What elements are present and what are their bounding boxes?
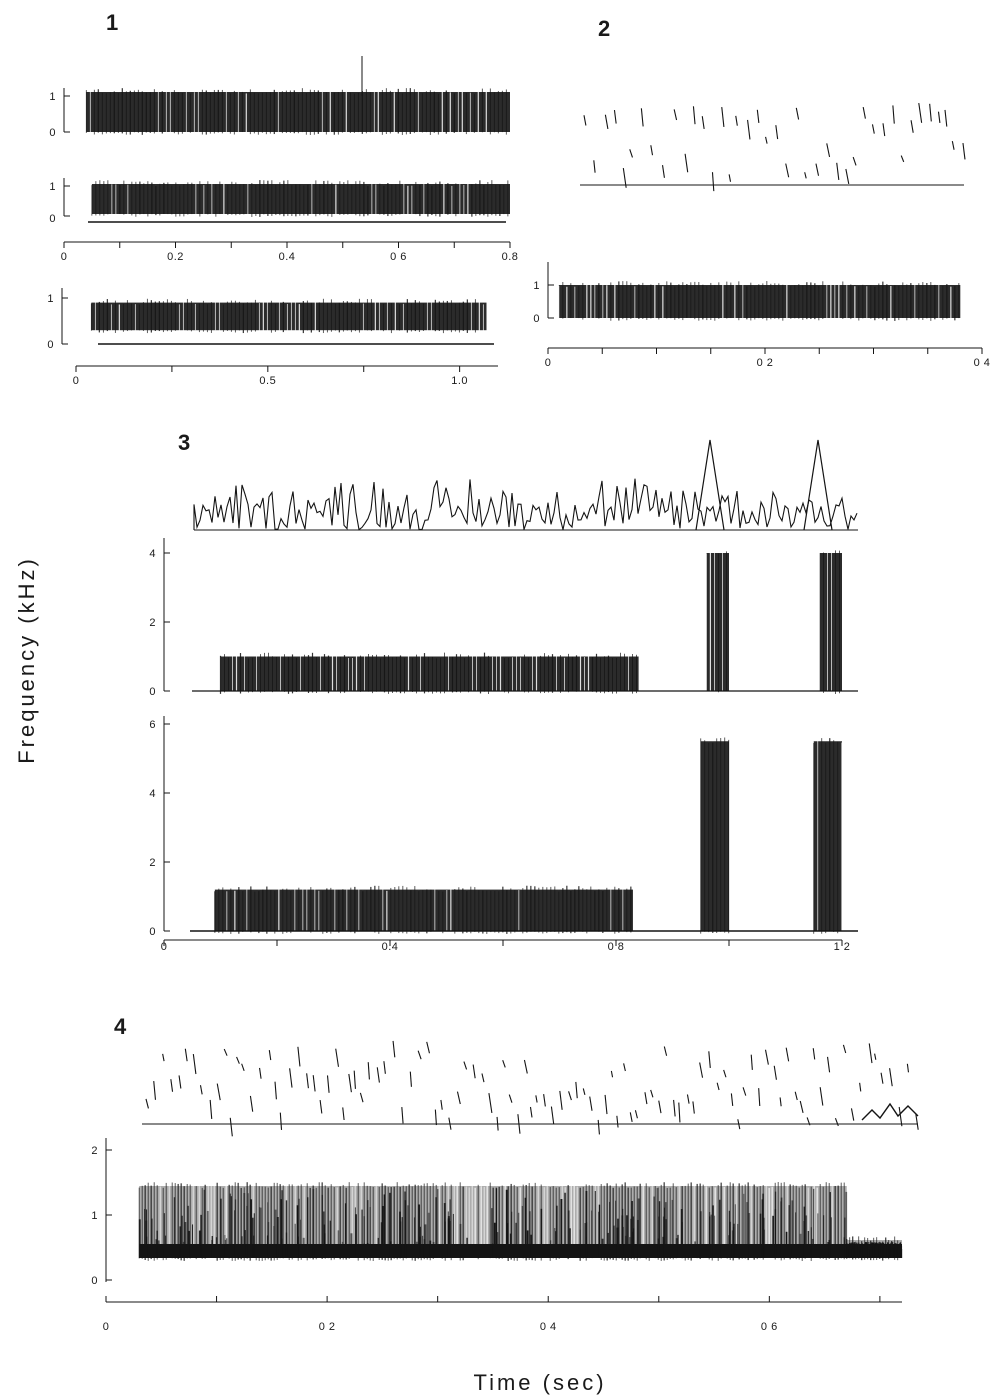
oscillogram-4-tail [861,1102,919,1121]
y-tick-label: 0 [149,926,156,938]
energy-band [558,281,961,321]
energy-band [813,738,843,934]
y-tick-label: 0 [91,1275,98,1287]
x-tick-label: 0.5 [259,375,276,387]
energy-band [85,88,511,135]
panel-label-1: 1 [106,10,118,35]
x-tick-label: 0 2 [319,1321,336,1333]
y-tick-label: 0 [49,127,56,139]
energy-band [846,1236,903,1261]
y-tick-label: 0 [149,686,156,698]
x-tick-label: 0 8 [608,941,625,953]
x-tick-label: 0 6 [390,251,407,263]
spectrogram-6: 0 1 2 0 0 2 0 4 0 6 [91,1138,903,1333]
y-tick-label: 2 [149,857,156,869]
oscillogram-3 [193,439,858,531]
energy-band [219,652,639,694]
x-tick-label: 0.2 [167,251,184,263]
x-tick-label: 0 6 [761,1321,778,1333]
oscillogram-traces [142,56,966,1137]
spectrogram-4: 0 2 4 [149,538,858,698]
energy-band [700,737,730,934]
x-tick-label: 0 [73,375,80,387]
y-tick-label: 0 [533,313,540,325]
x-tick-label: 0.8 [502,251,519,263]
x-tick-label: 0 4 [974,357,991,369]
axes: 0 1 0 0.5 1.0 [47,288,498,387]
energy-band [90,298,487,334]
y-tick-label: 4 [149,548,156,560]
y-tick-label: 6 [149,719,156,731]
panel-label-3: 3 [178,430,190,455]
y-tick-label: 4 [149,788,156,800]
y-tick-label: 1 [49,91,56,103]
spectrogram-1: 0 1 1 0 0 0.2 0.4 0 6 0.8 [49,88,518,263]
x-tick-label: 0.4 [382,941,399,953]
y-tick-label: 1 [91,1210,98,1222]
y-tick-label: 0 [49,213,56,225]
x-tick-label: 0 4 [540,1321,557,1333]
x-tick-label: 0 [103,1321,110,1333]
oscillogram-2 [580,102,966,192]
axes: 0 1 1 0 0 0.2 0.4 0 6 0.8 [49,88,518,263]
axes: 0 2 4 6 0 0.4 0 8 1 2 [149,716,858,953]
energy-band [91,180,510,217]
energy-band [138,1182,848,1261]
y-tick-label: 1 [47,293,54,305]
spectrogram-3: 0 1 0 0 2 0 4 [533,262,990,369]
panel-label-2: 2 [598,16,610,41]
x-tick-label: 1.0 [451,375,468,387]
y-tick-label: 0 [47,339,54,351]
x-tick-label: 0 [161,941,168,953]
x-axis-title: Time (sec) [473,1370,606,1395]
energy-band [819,550,842,694]
y-tick-label: 2 [91,1145,98,1157]
x-tick-label: 1 2 [834,941,851,953]
axes: 0 2 4 [149,538,858,698]
x-tick-label: 0 [61,251,68,263]
panel-label-4: 4 [114,1014,127,1039]
axes: 0 1 2 0 0 2 0 4 0 6 [91,1138,902,1333]
y-tick-label: 1 [49,181,56,193]
oscillogram-4 [142,1040,919,1137]
x-tick-label: 0 [545,357,552,369]
axes: 0 1 0 0 2 0 4 [533,262,990,369]
spectrogram-2: 0 1 0 0.5 1.0 [47,288,498,387]
x-tick-label: 0.4 [279,251,296,263]
y-tick-label: 1 [533,280,540,292]
energy-band [214,885,633,934]
y-axis-title: Frequency (kHz) [14,556,39,764]
energy-band [706,551,729,694]
y-tick-label: 2 [149,617,156,629]
spectrogram-5: 0 2 4 6 0 0.4 0 8 1 2 [149,716,858,953]
x-tick-label: 0 2 [757,357,774,369]
